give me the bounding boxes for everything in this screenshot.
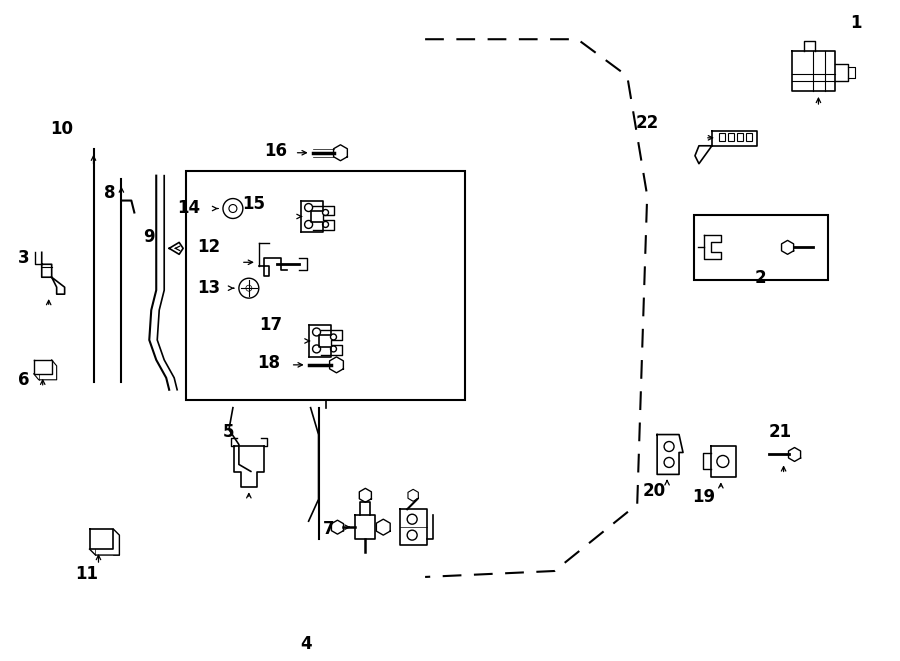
Text: 2: 2 [755,269,767,288]
Text: 15: 15 [242,194,266,213]
Text: 19: 19 [692,488,716,506]
Text: 10: 10 [50,120,73,138]
Circle shape [330,334,337,340]
Circle shape [304,221,312,229]
Text: 5: 5 [223,422,235,441]
Bar [728,133,733,141]
Bar [694,215,828,280]
Circle shape [717,455,729,467]
Text: 11: 11 [75,565,98,583]
Circle shape [312,328,320,336]
Circle shape [330,346,337,352]
Text: 17: 17 [259,316,283,334]
Circle shape [407,530,417,540]
Text: 1: 1 [850,15,862,32]
Bar [746,133,751,141]
Text: 6: 6 [18,371,30,389]
Circle shape [322,221,328,227]
Text: 13: 13 [197,279,220,297]
Bar [186,171,465,400]
Text: 9: 9 [143,229,155,247]
Bar [719,133,724,141]
Circle shape [407,514,417,524]
Circle shape [304,204,312,212]
Text: 12: 12 [197,239,220,256]
Text: 3: 3 [18,249,30,267]
Text: 7: 7 [323,520,334,538]
Circle shape [664,442,674,451]
Circle shape [229,204,237,212]
Text: 16: 16 [265,141,287,160]
Text: 18: 18 [257,354,280,372]
Circle shape [664,457,674,467]
Circle shape [246,285,252,291]
Circle shape [322,210,328,215]
Text: 4: 4 [300,635,311,652]
Text: 20: 20 [643,483,666,500]
Circle shape [238,278,259,298]
Text: 21: 21 [769,422,792,441]
Text: 8: 8 [104,184,115,202]
Text: 22: 22 [635,114,659,132]
Circle shape [223,198,243,219]
Bar [737,133,742,141]
Text: 14: 14 [177,198,201,217]
Circle shape [312,345,320,353]
